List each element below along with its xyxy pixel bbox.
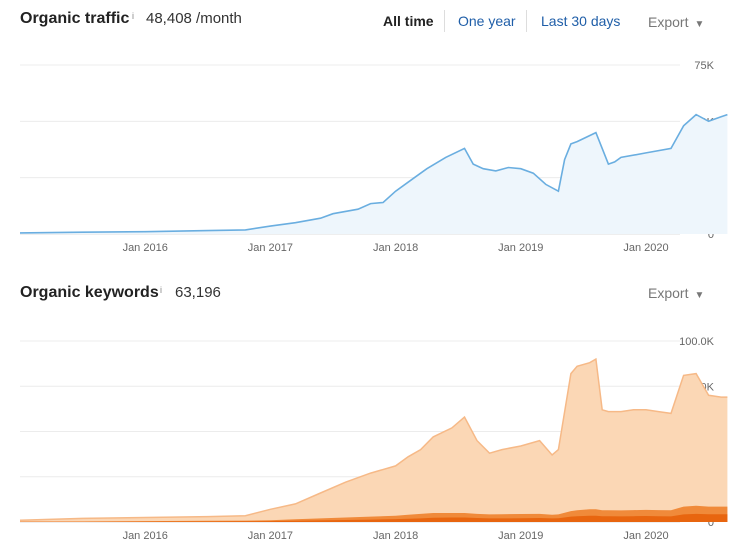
organic-traffic-title: Organic traffic bbox=[20, 10, 130, 27]
chevron-down-icon: ▼ bbox=[694, 19, 705, 30]
keywords-area-total bbox=[20, 359, 728, 522]
keywords-y-tick-label: 0 bbox=[708, 517, 714, 529]
organic-traffic-info-icon[interactable]: i bbox=[132, 11, 134, 21]
traffic-x-tick-label: Jan 2017 bbox=[248, 242, 293, 254]
range-separator bbox=[526, 10, 527, 32]
traffic-export-label: Export bbox=[648, 14, 689, 30]
organic-keywords-title: Organic keywords bbox=[20, 284, 159, 301]
keywords-export-button[interactable]: Export ▼ bbox=[648, 285, 704, 301]
keywords-x-tick-label: Jan 2017 bbox=[248, 530, 293, 542]
keywords-area-low bbox=[20, 513, 728, 522]
keywords-line bbox=[19, 357, 728, 521]
traffic-y-tick-label: 0 bbox=[708, 229, 714, 241]
keywords-y-tick-label: 100.0K bbox=[679, 336, 715, 348]
range-all-time[interactable]: All time bbox=[383, 13, 434, 29]
traffic-x-tick-label: Jan 2018 bbox=[373, 242, 418, 254]
traffic-area bbox=[20, 114, 728, 234]
traffic-export-button[interactable]: Export ▼ bbox=[648, 14, 704, 30]
keywords-x-tick-label: Jan 2020 bbox=[623, 530, 668, 542]
range-last-30-days[interactable]: Last 30 days bbox=[541, 13, 621, 29]
organic-keywords-value: 63,196 bbox=[175, 284, 221, 301]
organic-traffic-value: 48,408 /month bbox=[146, 10, 242, 27]
keywords-x-tick-label: Jan 2018 bbox=[373, 530, 418, 542]
range-separator bbox=[444, 10, 445, 32]
traffic-x-tick-label: Jan 2016 bbox=[123, 242, 168, 254]
range-one-year[interactable]: One year bbox=[458, 13, 516, 29]
keywords-export-label: Export bbox=[648, 285, 689, 301]
traffic-y-tick-label: 75K bbox=[694, 60, 714, 72]
keywords-area-mid bbox=[20, 505, 728, 522]
organic-keywords-info-icon[interactable]: i bbox=[160, 285, 162, 295]
traffic-x-tick-label: Jan 2019 bbox=[498, 242, 543, 254]
keywords-x-tick-label: Jan 2016 bbox=[123, 530, 168, 542]
traffic-line bbox=[19, 113, 728, 234]
chevron-down-icon: ▼ bbox=[694, 290, 705, 301]
traffic-x-tick-label: Jan 2020 bbox=[623, 242, 668, 254]
keywords-x-tick-label: Jan 2019 bbox=[498, 530, 543, 542]
